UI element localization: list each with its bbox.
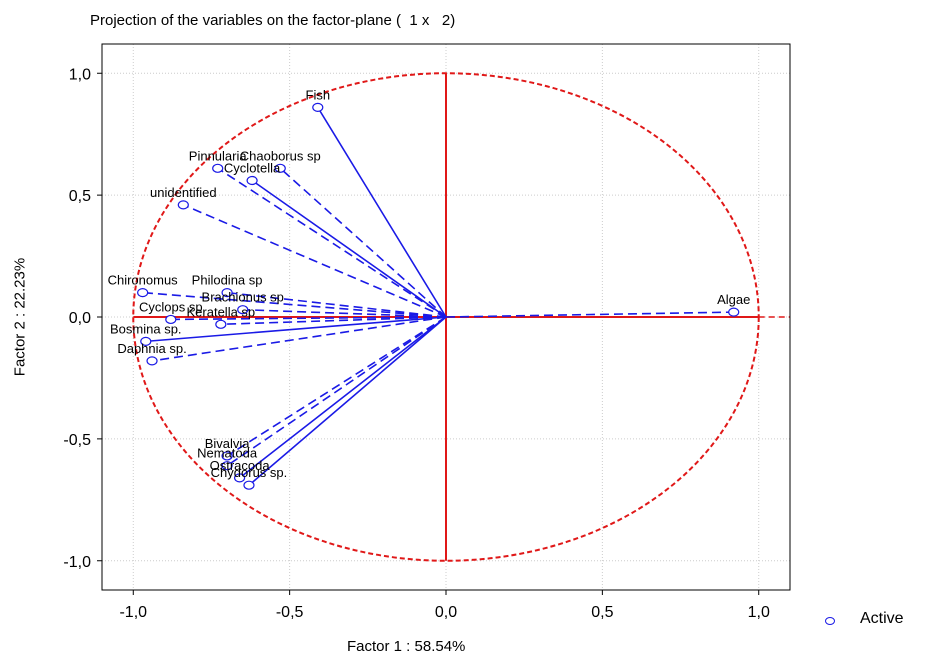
vector-bivalvia: [226, 316, 447, 457]
legend: Active: [820, 610, 929, 632]
x-tick-label: 1,0: [748, 604, 770, 621]
legend-marker-icon: [825, 617, 835, 625]
vector-ostracoda: [239, 316, 447, 479]
chart-title: Projection of the variables on the facto…: [90, 12, 456, 29]
vector-cyclotella: [251, 179, 447, 318]
vector-philodina-sp: [227, 291, 447, 318]
label-keratella-sp: Keratella sp: [187, 304, 256, 319]
label-bosmina-sp-: Bosmina sp.: [110, 321, 182, 336]
x-tick-label: 0,5: [591, 604, 613, 621]
x-tick-label: 0,0: [435, 604, 457, 621]
label-nematoda: Nematoda: [197, 446, 258, 461]
y-tick-label: -1,0: [63, 554, 91, 571]
label-chironomus: Chironomus: [108, 273, 179, 288]
point-ostracoda: [234, 473, 246, 483]
label-chaoborus-sp: Chaoborus sp: [240, 148, 321, 163]
point-keratella-sp: [215, 319, 227, 329]
vector-brachionus-sp: [242, 308, 447, 318]
point-algae: [728, 307, 740, 317]
y-tick-label: -0,5: [63, 432, 91, 449]
point-bosmina-sp-: [140, 336, 152, 346]
vector-keratella-sp: [220, 316, 447, 326]
point-philodina-sp: [221, 288, 233, 298]
correlation-circle: [132, 72, 760, 562]
variable-points: [137, 102, 740, 490]
y-axis-label: Factor 2 : 22.23%: [11, 257, 29, 377]
vector-daphnia-sp-: [151, 316, 447, 362]
label-unidentified: unidentified: [150, 185, 217, 200]
label-daphnia-sp-: Daphnia sp.: [117, 341, 186, 356]
vector-fish: [317, 106, 447, 318]
vector-cyclops-sp: [170, 316, 447, 321]
x-tick-label: -0,5: [276, 604, 304, 621]
variable-vectors: [142, 106, 734, 486]
label-algae: Algae: [717, 292, 750, 307]
label-chydorus-sp-: Chydorus sp.: [211, 465, 288, 480]
label-pinnularia: Pinnularia: [189, 148, 248, 163]
point-bivalvia: [221, 451, 233, 461]
x-tick-label: -1,0: [119, 604, 147, 621]
y-tick-label: 0,5: [69, 188, 91, 205]
point-daphnia-sp-: [146, 356, 158, 366]
point-cyclops-sp: [165, 314, 177, 325]
point-brachionus-sp: [237, 305, 249, 315]
vector-pinnularia: [217, 167, 447, 318]
vector-unidentified: [182, 204, 447, 318]
vector-bosmina-sp-: [145, 316, 447, 343]
label-fish: Fish: [306, 87, 331, 102]
point-unidentified: [177, 200, 189, 210]
tick-labels: -1,0 -0,5 0,0 0,5 1,0 -1,0 -0,5 0,0 0,5 1,0: [63, 66, 770, 621]
point-chironomus: [137, 288, 149, 298]
vector-nematoda: [226, 316, 447, 467]
label-ostracoda: Ostracoda: [210, 458, 271, 473]
legend-label: Active: [860, 610, 904, 627]
vector-chironomus: [142, 291, 447, 318]
point-chydorus-sp-: [243, 480, 255, 490]
x-axis-label: Factor 1 : 58.54%: [347, 638, 466, 655]
unit-circle: [132, 72, 760, 562]
point-fish: [312, 102, 324, 112]
label-bivalvia: Bivalvia: [205, 436, 251, 451]
label-philodina-sp: Philodina sp: [192, 273, 263, 288]
vector-chydorus-sp-: [248, 316, 447, 486]
y-tick-label: 0,0: [69, 310, 91, 327]
point-pinnularia: [212, 163, 224, 173]
point-cyclotella: [246, 175, 258, 186]
vector-algae: [445, 311, 734, 318]
y-tick-label: 1,0: [69, 66, 91, 83]
label-brachionus-sp: Brachionus sp: [202, 290, 284, 305]
label-cyclotella: Cyclotella: [224, 161, 281, 176]
label-cyclops-sp: Cyclops sp: [139, 299, 203, 314]
point-nematoda: [221, 461, 233, 471]
point-chaoborus-sp: [274, 163, 286, 173]
vector-chaoborus-sp: [279, 167, 447, 318]
